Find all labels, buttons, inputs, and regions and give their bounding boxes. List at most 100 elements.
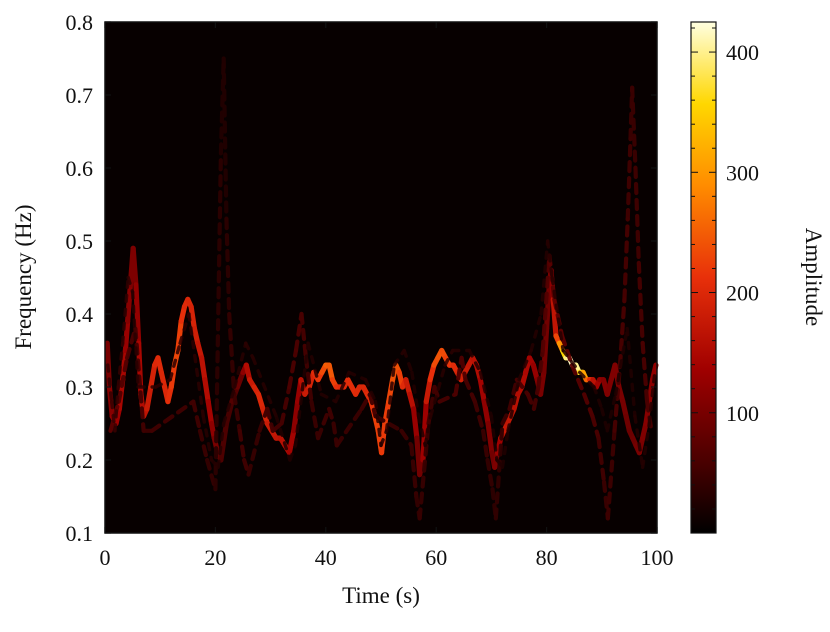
ridge-segment <box>205 399 215 427</box>
ridge-segment <box>463 377 477 404</box>
ridge-segment <box>246 428 262 477</box>
ridge-segment <box>477 377 487 405</box>
ridge-segment <box>622 217 630 302</box>
ridge-segment <box>541 326 550 375</box>
colorbar-tick-label: 100 <box>726 401 759 426</box>
colorbar-ticks: 100 200 300 400 <box>691 27 759 510</box>
ridge-segment <box>546 239 554 280</box>
ridge-segment <box>216 421 226 469</box>
ridge-segment <box>306 341 324 396</box>
ridge-segment <box>481 428 490 463</box>
ridge-segment <box>251 356 278 418</box>
ridge-segment <box>227 311 237 397</box>
ridge-segment <box>237 428 247 463</box>
ridge-segment <box>600 407 610 433</box>
ridge-segment <box>126 275 135 294</box>
y-axis-ticks: 0.1 0.2 0.3 0.4 0.5 0.6 0.7 0.8 <box>66 10 657 546</box>
ridge-segment <box>420 399 429 463</box>
ridge-segment <box>363 378 378 404</box>
ridge-segment <box>531 384 541 411</box>
ridge-segment <box>122 318 131 354</box>
ridge-segment <box>291 399 301 434</box>
ridge-segment <box>201 414 214 462</box>
ridge-segment <box>293 341 310 448</box>
ridge-segment <box>133 326 146 433</box>
ridge-segment <box>223 399 235 427</box>
ridge-segment <box>485 420 495 456</box>
ridge-segment <box>507 377 519 411</box>
ridge-segment <box>299 311 309 360</box>
ridge-segment <box>578 370 596 389</box>
ridge-segment <box>428 363 447 418</box>
ridge-segment <box>209 458 220 469</box>
ridge-segment <box>199 355 208 383</box>
ridge-segment <box>630 85 638 171</box>
ridge-segment <box>149 399 196 433</box>
ridge-segment <box>481 399 491 427</box>
y-axis-label: Frequency (Hz) <box>11 205 36 350</box>
ridge-segment <box>423 414 433 448</box>
ridge-segment <box>459 355 468 382</box>
ridge-segment <box>287 348 299 390</box>
ridge-segment <box>640 341 650 404</box>
x-axis-ticks: 0 20 40 60 80 100 <box>100 22 674 570</box>
ridge-segment <box>327 406 336 426</box>
ridge-segment <box>379 429 389 448</box>
ridge-segment <box>443 348 455 367</box>
ridge-segment <box>529 312 543 353</box>
ridge-segment <box>646 377 656 405</box>
y-tick-label: 0.4 <box>66 302 94 327</box>
ridge-segment <box>561 348 582 375</box>
ridge-segment <box>191 399 203 433</box>
ridge-series-2 <box>108 56 654 521</box>
ridge-segment <box>202 377 211 405</box>
ridge-segment <box>636 260 645 346</box>
x-tick-label: 80 <box>536 545 558 570</box>
ridge-segment <box>625 136 633 222</box>
ridge-segment <box>537 369 547 397</box>
ridge-segment <box>187 312 205 418</box>
ridge-segment <box>224 217 232 317</box>
ridge-segment <box>410 406 420 441</box>
ridge-segment <box>416 414 427 448</box>
ridge-segment <box>382 399 392 427</box>
ridge-segment <box>640 421 651 469</box>
data-layer <box>104 56 659 521</box>
ridge-segment <box>113 385 120 433</box>
ridge-segment <box>410 370 421 418</box>
colorbar-tick-label: 400 <box>726 40 759 65</box>
y-tick-label: 0.2 <box>66 448 94 473</box>
ridge-segment <box>168 362 178 390</box>
x-tick-label: 60 <box>425 545 447 570</box>
ridge-segment <box>286 428 297 456</box>
ridge-segment <box>367 392 378 419</box>
colorbar-tick-label: 200 <box>726 281 759 306</box>
ridge-segment <box>274 414 292 462</box>
ridge-segment <box>582 392 595 419</box>
ridge-segment <box>437 392 458 404</box>
colorbar <box>690 21 717 534</box>
ridge-segment <box>218 420 230 463</box>
ridge-segment <box>472 399 486 433</box>
ridge-segment <box>536 348 545 390</box>
ridge-segment <box>331 421 339 448</box>
ridge-segment <box>213 151 224 492</box>
plot-background <box>105 22 657 533</box>
ridge-segment <box>613 326 629 396</box>
ridge-segment <box>500 406 512 426</box>
ridge-segment <box>334 406 364 448</box>
ridge-segment <box>617 297 627 368</box>
ridge-segment <box>244 341 255 360</box>
ridge-segment <box>399 428 414 448</box>
ridge-segment <box>392 348 406 367</box>
y-tick-label: 0.5 <box>66 229 94 254</box>
ridge-segment <box>409 443 419 499</box>
ridge-segment <box>309 399 321 441</box>
ridge-segment <box>514 377 530 397</box>
ridge-segment <box>116 355 130 404</box>
ridge-segment <box>279 384 292 426</box>
ridge-segment <box>168 341 182 382</box>
ridge-segment <box>625 326 637 418</box>
ridge-segment <box>500 429 510 469</box>
